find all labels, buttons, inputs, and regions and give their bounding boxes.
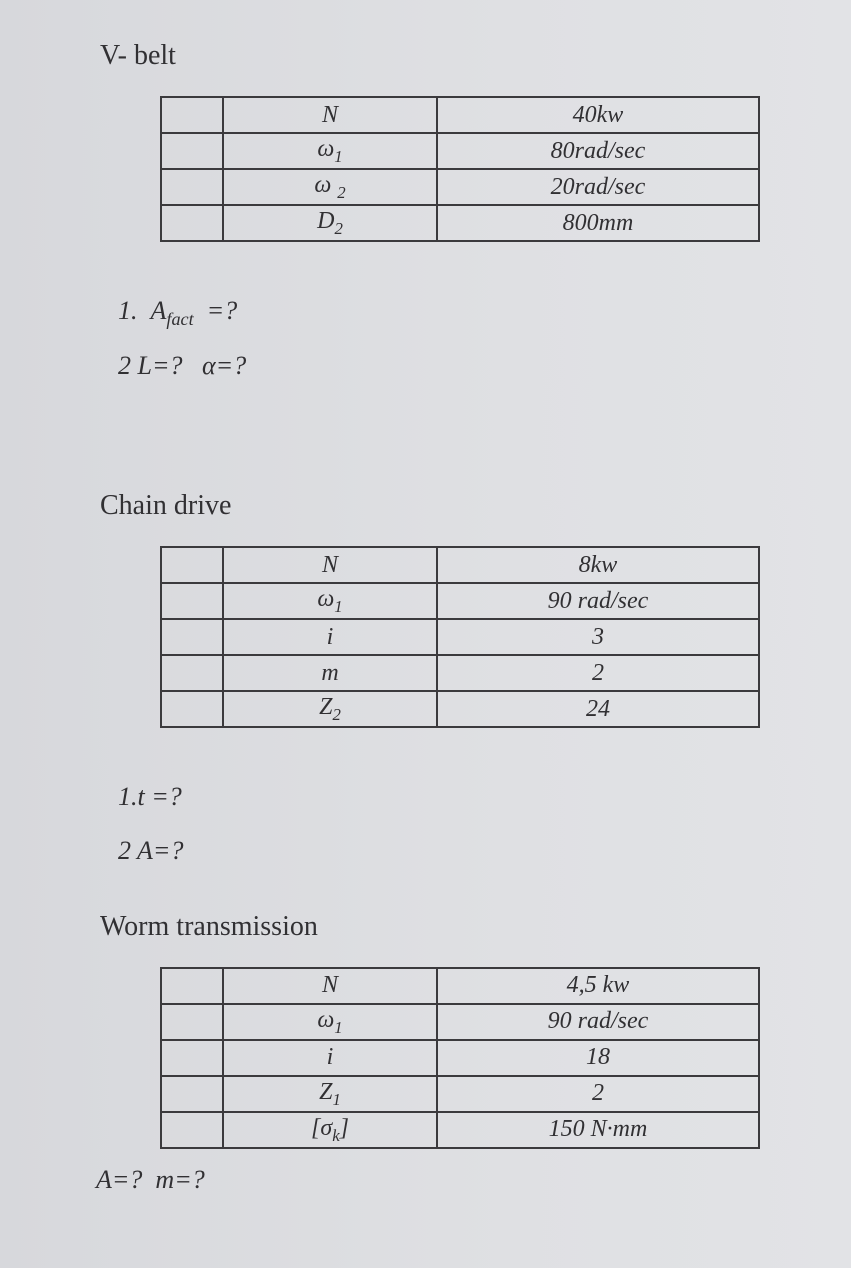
question-line: A=? m=?: [96, 1155, 781, 1204]
chain-questions: 1.t =? 2 A=?: [118, 772, 781, 875]
row-stub: [161, 968, 223, 1004]
row-value: 90 rad/sec: [437, 583, 759, 619]
row-symbol: D2: [223, 205, 437, 241]
row-stub: [161, 1040, 223, 1076]
row-symbol: ω 2: [223, 169, 437, 205]
page: V- belt N40kwω180rad/secω 220rad/secD280…: [0, 0, 851, 1268]
row-stub: [161, 691, 223, 727]
table-row: N8kw: [161, 547, 759, 583]
section-title-vbelt: V- belt: [100, 40, 781, 72]
table-row: ω190 rad/sec: [161, 583, 759, 619]
question-line: 2 A=?: [118, 826, 781, 875]
question-line: 1.t =?: [118, 772, 781, 821]
row-stub: [161, 1004, 223, 1040]
row-symbol: N: [223, 97, 437, 133]
vbelt-questions: 1. Afact =?2 L=? α=?: [118, 286, 781, 390]
row-symbol: i: [223, 619, 437, 655]
question-line: 2 L=? α=?: [118, 341, 781, 390]
row-stub: [161, 97, 223, 133]
row-stub: [161, 583, 223, 619]
row-value: 80rad/sec: [437, 133, 759, 169]
vbelt-table: N40kwω180rad/secω 220rad/secD2800mm: [160, 96, 760, 242]
worm-questions: A=? m=?: [96, 1155, 781, 1204]
row-value: 18: [437, 1040, 759, 1076]
row-value: 8kw: [437, 547, 759, 583]
table-row: ω180rad/sec: [161, 133, 759, 169]
table-row: N40kw: [161, 97, 759, 133]
row-value: 2: [437, 655, 759, 691]
row-symbol: ω1: [223, 583, 437, 619]
worm-table: N4,5 kwω190 rad/seci18Z12[σk]150 N·mm: [160, 967, 760, 1149]
row-stub: [161, 1076, 223, 1112]
row-stub: [161, 169, 223, 205]
table-row: i18: [161, 1040, 759, 1076]
table-row: Z12: [161, 1076, 759, 1112]
row-symbol: Z1: [223, 1076, 437, 1112]
row-symbol: ω1: [223, 133, 437, 169]
row-value: 800mm: [437, 205, 759, 241]
row-value: 4,5 kw: [437, 968, 759, 1004]
table-row: D2800mm: [161, 205, 759, 241]
table-row: ω 220rad/sec: [161, 169, 759, 205]
section-title-chain: Chain drive: [100, 490, 781, 522]
table-row: N4,5 kw: [161, 968, 759, 1004]
table-row: Z224: [161, 691, 759, 727]
chain-table: N8kwω190 rad/seci3m2Z224: [160, 546, 760, 728]
row-value: 90 rad/sec: [437, 1004, 759, 1040]
row-symbol: N: [223, 968, 437, 1004]
row-value: 20rad/sec: [437, 169, 759, 205]
row-symbol: [σk]: [223, 1112, 437, 1148]
row-stub: [161, 133, 223, 169]
row-stub: [161, 1112, 223, 1148]
row-value: 2: [437, 1076, 759, 1112]
row-value: 150 N·mm: [437, 1112, 759, 1148]
worm-tbody: N4,5 kwω190 rad/seci18Z12[σk]150 N·mm: [161, 968, 759, 1148]
row-stub: [161, 547, 223, 583]
row-stub: [161, 619, 223, 655]
row-value: 24: [437, 691, 759, 727]
table-row: [σk]150 N·mm: [161, 1112, 759, 1148]
row-symbol: i: [223, 1040, 437, 1076]
row-symbol: N: [223, 547, 437, 583]
section-title-worm: Worm transmission: [100, 911, 781, 943]
question-line: 1. Afact =?: [118, 286, 781, 337]
table-row: m2: [161, 655, 759, 691]
chain-tbody: N8kwω190 rad/seci3m2Z224: [161, 547, 759, 727]
table-row: ω190 rad/sec: [161, 1004, 759, 1040]
row-stub: [161, 655, 223, 691]
row-value: 40kw: [437, 97, 759, 133]
vbelt-tbody: N40kwω180rad/secω 220rad/secD2800mm: [161, 97, 759, 241]
row-symbol: ω1: [223, 1004, 437, 1040]
table-row: i3: [161, 619, 759, 655]
row-symbol: Z2: [223, 691, 437, 727]
row-stub: [161, 205, 223, 241]
row-value: 3: [437, 619, 759, 655]
row-symbol: m: [223, 655, 437, 691]
